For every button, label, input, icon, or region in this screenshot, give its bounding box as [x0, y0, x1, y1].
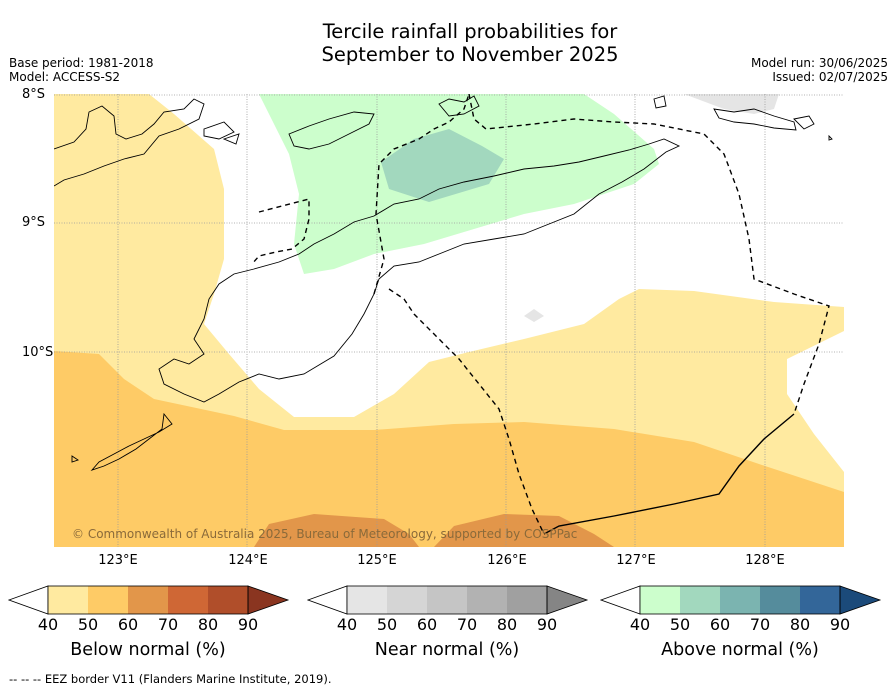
meta-left: Base period: 1981-2018 Model: ACCESS-S2 — [9, 56, 154, 84]
below-normal-60-region-right — [434, 514, 614, 547]
issued-date: Issued: 02/07/2025 — [772, 70, 888, 84]
legend-tick: 70 — [749, 615, 771, 634]
model-run: Model run: 30/06/2025 — [750, 56, 888, 70]
legend-tick: 90 — [829, 615, 851, 634]
eez-borders — [251, 94, 830, 535]
legend-above-swatch-1 — [640, 586, 680, 614]
legend-near-arrow-left — [307, 585, 348, 615]
legend-tick: 60 — [709, 615, 731, 634]
lon-label-126e: 126°E — [487, 553, 527, 568]
below-normal-60-region-left — [254, 514, 419, 547]
legend-above-swatch-4 — [760, 586, 800, 614]
lon-label-123e: 123°E — [98, 553, 138, 568]
legend-tick: 60 — [416, 615, 438, 634]
legend-title-near: Near normal (%) — [374, 640, 520, 660]
title-line-1: Tercile rainfall probabilities for — [322, 20, 618, 43]
coastlines — [54, 95, 833, 471]
legend-tick: 90 — [237, 615, 259, 634]
legend-bar-below-normal — [8, 585, 290, 615]
lon-label-127e: 127°E — [616, 553, 656, 568]
base-period: Base period: 1981-2018 — [9, 56, 154, 70]
legend-tick: 80 — [496, 615, 518, 634]
legend-above-swatch-2 — [680, 586, 720, 614]
legend-near-swatch-1 — [347, 586, 387, 614]
lon-label-125e: 125°E — [357, 553, 397, 568]
copyright-notice: © Commonwealth of Australia 2025, Bureau… — [72, 527, 578, 541]
legend-near-swatch-5 — [507, 586, 547, 614]
eez-footnote: -- -- -- EEZ border V11 (Flanders Marine… — [9, 672, 332, 686]
legend-tick: 70 — [157, 615, 179, 634]
legend-below-swatch-3 — [128, 586, 168, 614]
legend-below-swatch-2 — [88, 586, 128, 614]
lat-label-10s: 10°S — [22, 345, 54, 360]
legend-title-above: Above normal (%) — [661, 640, 819, 660]
legend-near-swatch-3 — [427, 586, 467, 614]
above-normal-50-region — [381, 129, 504, 202]
map-title: Tercile rainfall probabilities for Septe… — [0, 20, 896, 66]
lat-label-8s: 8°S — [22, 87, 46, 102]
legend-above-arrow-right — [839, 585, 882, 615]
legend-bar-above-normal — [600, 585, 882, 615]
legend-near-swatch-4 — [467, 586, 507, 614]
eez-border-solid — [543, 413, 795, 535]
legend-tick: 40 — [37, 615, 59, 634]
lon-label-128e: 128°E — [745, 553, 785, 568]
legend-tick: 60 — [117, 615, 139, 634]
legend-tick: 90 — [536, 615, 558, 634]
legend-tick: 50 — [669, 615, 691, 634]
legend-near-arrow-right — [546, 585, 589, 615]
legend-above-arrow-left — [600, 585, 641, 615]
legend-tick: 80 — [789, 615, 811, 634]
lat-label-9s: 9°S — [22, 215, 46, 230]
probability-map — [54, 94, 844, 547]
legend-below-swatch-1 — [48, 586, 88, 614]
legend-tick: 80 — [197, 615, 219, 634]
model-name: Model: ACCESS-S2 — [9, 70, 121, 84]
below-normal-50-region — [54, 351, 844, 547]
legend-tick: 50 — [77, 615, 99, 634]
legend-tick: 70 — [456, 615, 478, 634]
gridlines — [54, 94, 844, 547]
legend-near-swatch-2 — [387, 586, 427, 614]
legend-bar-near-normal — [307, 585, 589, 615]
legend-below-arrow-left — [8, 585, 49, 615]
title-line-2: September to November 2025 — [321, 43, 619, 66]
legend-above-swatch-3 — [720, 586, 760, 614]
legend-above-swatch-5 — [800, 586, 840, 614]
legend-below-swatch-4 — [168, 586, 208, 614]
near-normal-40-patch — [524, 309, 544, 322]
meta-right: Model run: 30/06/2025 Issued: 02/07/2025 — [751, 56, 888, 84]
legend-title-below: Below normal (%) — [70, 640, 226, 660]
lon-label-124e: 124°E — [228, 553, 268, 568]
legend-below-swatch-5 — [208, 586, 248, 614]
legend-tick: 40 — [336, 615, 358, 634]
legend-tick: 40 — [629, 615, 651, 634]
legend-tick: 50 — [376, 615, 398, 634]
legend-below-arrow-right — [247, 585, 290, 615]
